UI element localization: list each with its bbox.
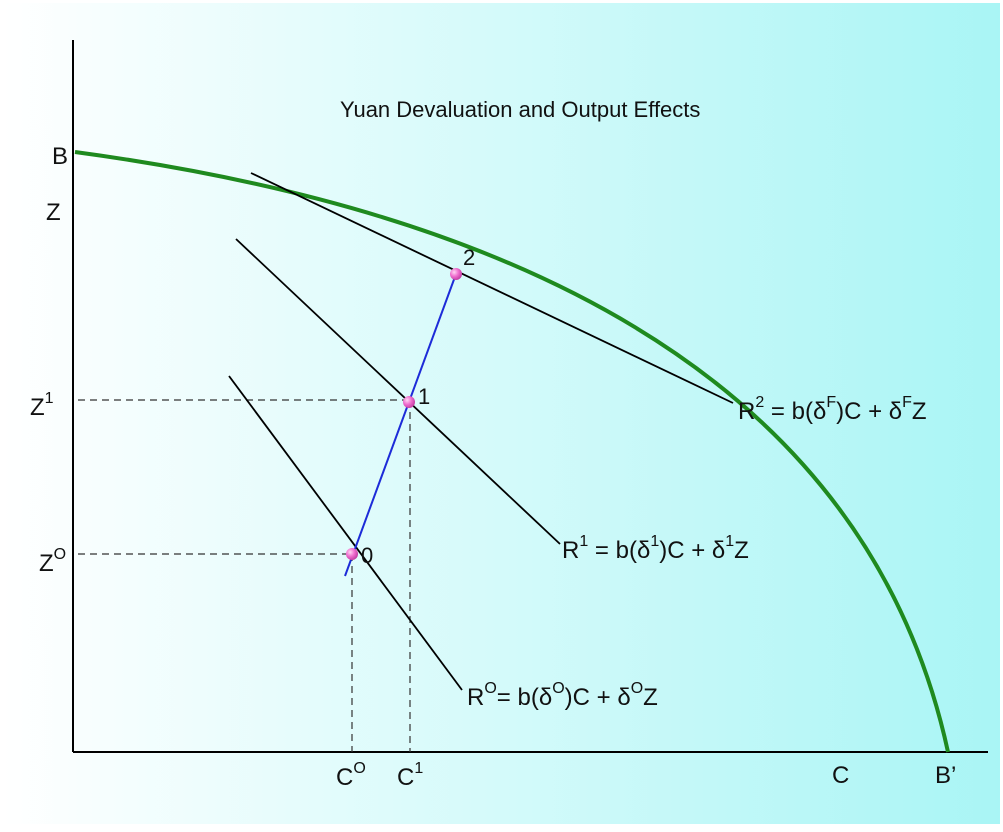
r1-line: [235, 238, 561, 545]
diagram-title: Yuan Devaluation and Output Effects: [340, 97, 700, 122]
z0-label: ZO: [39, 546, 66, 577]
frontier-curve: [74, 150, 950, 753]
frontier-label-b: B: [52, 143, 68, 170]
point-1-marker: [403, 396, 415, 408]
x-axis-label: C: [832, 762, 849, 789]
expansion-path: [344, 273, 457, 577]
r2-equation: R2 = b(δF)C + δFZ: [738, 394, 927, 425]
diagram-panel: [3, 3, 1000, 824]
point-0-label: 0: [361, 543, 373, 568]
c0-label: CO: [336, 760, 366, 791]
frontier-label-b-prime: B’: [935, 762, 956, 789]
c1-label: C1: [397, 760, 423, 791]
point-2-marker: [450, 268, 462, 280]
r0-line: [228, 375, 463, 691]
point-2-label: 2: [463, 245, 475, 270]
r1-equation: R1 = b(δ1)C + δ1Z: [562, 533, 749, 564]
r2-line: [250, 172, 734, 404]
r0-equation: RO= b(δO)C + δOZ: [467, 680, 658, 711]
point-0-marker: [346, 548, 358, 560]
y-axis-label: Z: [46, 199, 61, 226]
guide-lines: [78, 399, 411, 752]
point-1-label: 1: [418, 384, 430, 409]
z1-label: Z1: [30, 390, 54, 421]
